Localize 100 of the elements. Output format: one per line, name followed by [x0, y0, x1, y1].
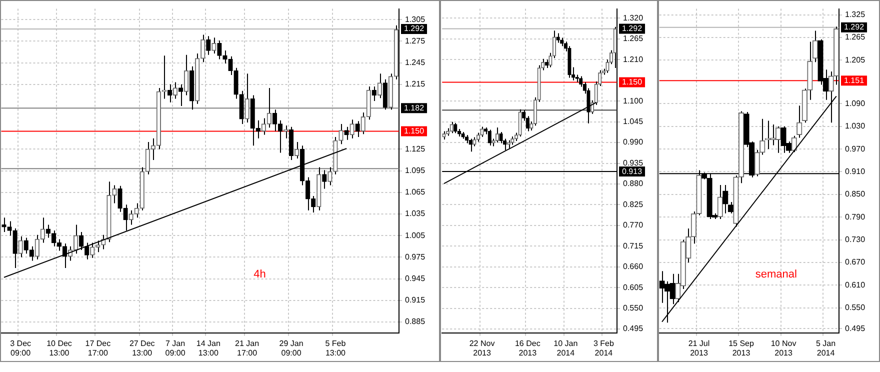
y-tick-label: 0.975 [405, 252, 426, 262]
y-tick-label: 0.915 [405, 296, 426, 305]
candlestick [760, 118, 766, 156]
x-tick-label: 29 Jan 09:00 [279, 338, 304, 358]
ref-line-label: 0.913 [622, 166, 643, 176]
x-tick-label: 21 Jan 17:00 [235, 338, 260, 358]
y-tick-label: 1.205 [845, 55, 866, 64]
y-tick-label: 0.610 [845, 280, 866, 290]
y-tick-label: 0.730 [845, 235, 866, 244]
y-tick-label: 0.825 [623, 200, 644, 209]
y-tick-label: 0.605 [623, 282, 644, 292]
candlestick [29, 246, 34, 262]
ref-line-label: 1.150 [622, 77, 643, 86]
candlestick [372, 86, 376, 102]
y-tick-label: 1.215 [405, 80, 426, 89]
x-tick-label: 10 Jan 2014 [554, 338, 578, 358]
candlestick [556, 32, 560, 44]
y-tick-label: 1.095 [405, 166, 426, 176]
y-tick-label: 0.880 [623, 179, 644, 188]
x-tick-label: 3 Feb 2014 [593, 338, 614, 358]
y-tick-label: 0.660 [623, 262, 644, 272]
y-tick-label: 0.550 [623, 304, 644, 313]
candlestick [272, 109, 278, 132]
x-tick-label: 15 Sep 2013 [728, 338, 754, 358]
y-tick-label: 0.935 [623, 158, 644, 168]
x-tick-label: 7 Jan 09:00 [165, 338, 186, 358]
y-tick-label: 0.550 [845, 303, 866, 312]
candlestick [217, 40, 222, 60]
y-tick-label: 0.945 [405, 274, 426, 284]
x-tick-label: 22 Nov 2013 [469, 338, 495, 358]
y-tick-label: 1.065 [405, 188, 426, 197]
y-tick-label: 0.885 [405, 317, 426, 326]
ref-line-label: 1.292 [404, 24, 425, 34]
candlestick [454, 122, 458, 134]
y-tick-label: 1.125 [405, 144, 426, 154]
ref-line-label: 1.182 [404, 103, 425, 112]
y-tick-label: 0.990 [623, 138, 644, 147]
y-tick-label: 1.100 [623, 96, 644, 106]
x-tick-label: 21 Jul 2013 [688, 338, 710, 358]
candlestick [239, 90, 244, 124]
y-tick-label: 0.715 [623, 241, 644, 250]
ref-line-label: 1.292 [844, 22, 865, 32]
candlestick [450, 121, 454, 134]
candlestick [488, 129, 492, 146]
candlestick [722, 184, 728, 214]
y-tick-label: 1.245 [405, 58, 426, 68]
y-tick-label: 0.495 [623, 324, 644, 334]
y-tick-label: 1.320 [623, 13, 644, 22]
candlestick [46, 224, 51, 238]
candlestick [355, 120, 360, 138]
candlestick [12, 228, 18, 268]
x-tick-label: 3 Dec 09:00 [10, 338, 32, 358]
x-tick-label: 5 Jan 2014 [816, 338, 836, 358]
candlestick [206, 36, 211, 56]
candlestick [7, 220, 12, 236]
candlestick [322, 170, 327, 190]
x-tick-label: 10 Dec 13:00 [46, 338, 72, 358]
y-tick-label: 0.670 [845, 258, 866, 267]
y-tick-label: 1.030 [845, 122, 866, 131]
candlestick [167, 84, 172, 103]
candlestick [518, 108, 522, 138]
y-tick-label: 1.265 [623, 34, 644, 44]
y-tick-label: 0.970 [845, 144, 866, 154]
x-tick-label: 14 Jan 13:00 [196, 338, 220, 358]
ref-line-label: 1.151 [844, 76, 865, 85]
y-tick-label: 1.275 [405, 36, 426, 46]
candlestick [476, 132, 480, 142]
y-tick-label: 1.265 [845, 32, 866, 42]
y-tick-label: 0.850 [845, 190, 866, 199]
y-tick-label: 1.090 [845, 98, 866, 108]
y-tick-label: 1.045 [623, 117, 644, 126]
candlestick [178, 84, 184, 106]
ref-line-label: 1.292 [622, 24, 643, 33]
candlestick [24, 237, 28, 254]
y-tick-label: 1.325 [845, 10, 866, 20]
candlestick [499, 131, 503, 144]
ref-line-label: 1.150 [404, 126, 425, 136]
x-tick-label: 17 Dec 17:00 [85, 338, 111, 358]
x-tick-label: 10 Nov 2013 [770, 338, 796, 358]
y-tick-label: 1.305 [405, 14, 426, 24]
y-tick-label: 1.210 [623, 54, 644, 64]
x-tick-label: 5 Feb 13:00 [325, 338, 346, 358]
annotation: 4h [254, 268, 266, 281]
y-tick-label: 1.005 [405, 230, 426, 240]
x-tick-label: 27 Dec 13:00 [129, 338, 155, 358]
candlestick [2, 217, 6, 232]
y-tick-label: 0.910 [845, 166, 866, 176]
annotation: semanal [755, 268, 797, 281]
candlestick [796, 105, 802, 138]
candlestick [495, 126, 500, 144]
candlestick [344, 126, 349, 140]
candlestick [579, 76, 583, 88]
candlestick [468, 138, 472, 152]
x-tick-label: 16 Dec 2013 [514, 338, 540, 358]
y-tick-label: 0.495 [845, 324, 866, 333]
y-tick-label: 0.790 [845, 212, 866, 222]
y-tick-label: 1.035 [405, 209, 426, 218]
candlestick [278, 120, 283, 154]
candlestick [382, 78, 388, 110]
y-tick-label: 0.770 [623, 220, 644, 230]
